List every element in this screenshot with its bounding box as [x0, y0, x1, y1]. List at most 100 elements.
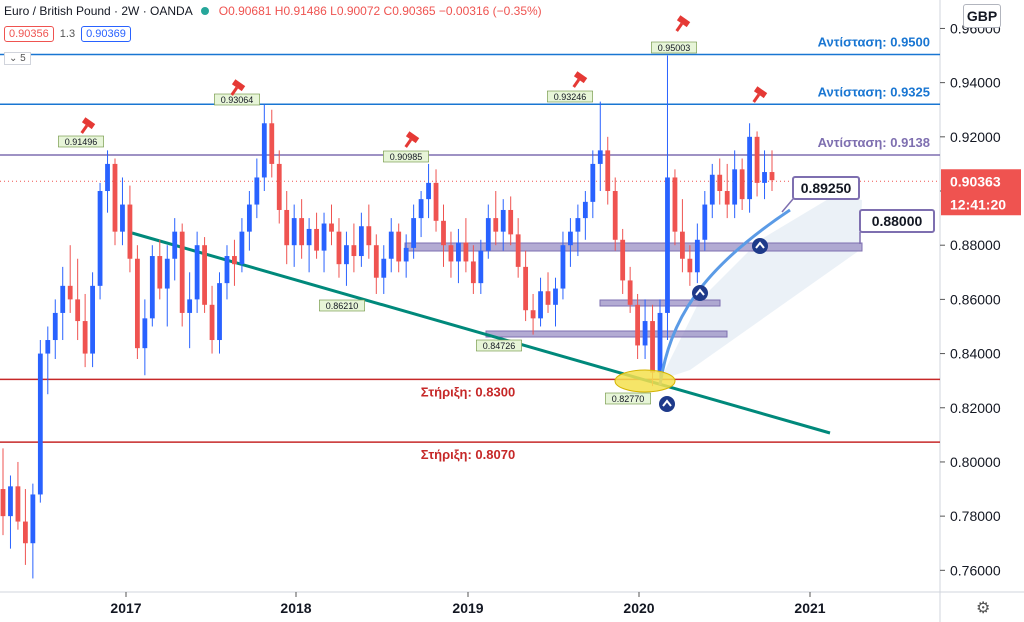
hammer-handle	[572, 78, 581, 88]
low-highlight-oval	[614, 369, 676, 393]
callout-leader	[781, 198, 794, 213]
ohlc-readout: O0.90681 H0.91486 L0.90072 C0.90365 −0.0…	[218, 4, 542, 18]
peak-label: 0.93246	[554, 92, 587, 102]
hammer-head	[753, 86, 768, 99]
trough-label-box	[319, 299, 365, 312]
candle-body	[52, 312, 58, 341]
y-tick-label: 0.76000	[950, 562, 1001, 578]
x-tick-label: 2017	[110, 600, 141, 616]
peak-label-box	[58, 135, 104, 148]
candle-body	[284, 209, 290, 246]
hammer-head	[81, 117, 96, 130]
candle-body	[478, 250, 484, 284]
buy-price-button[interactable]: 0.90369	[81, 26, 131, 42]
candle-body	[67, 285, 73, 300]
hammer-head	[676, 15, 691, 28]
candle-body	[142, 318, 148, 349]
candle-body	[134, 258, 140, 349]
y-tick-label: 0.88000	[950, 237, 1001, 253]
candle-body	[60, 285, 66, 313]
candle-body	[724, 191, 730, 205]
candle-body	[261, 123, 267, 178]
indicators-toggle[interactable]: ⌄ 5	[4, 52, 31, 65]
candle-body	[523, 266, 529, 311]
candle-body	[739, 169, 745, 200]
candle-body	[709, 174, 715, 205]
spread-value: 1.3	[59, 28, 76, 40]
candle-body	[426, 182, 431, 200]
x-tick-label: 2018	[280, 600, 311, 616]
candle-body	[612, 191, 618, 240]
hammer-handle	[230, 86, 239, 96]
chart-header: Euro / British Pound · 2W · OANDA O0.906…	[4, 4, 542, 18]
hammer-head	[405, 131, 420, 144]
candle-body	[381, 258, 387, 278]
support-label: Στήριξη: 0.8070	[421, 447, 515, 462]
candle-body	[105, 163, 110, 192]
candle-body	[224, 256, 230, 284]
candle-body	[747, 136, 753, 200]
up-arrow-icon	[659, 396, 675, 412]
peak-label-box	[651, 41, 697, 54]
callout-box	[792, 176, 860, 200]
candle-body	[351, 245, 357, 257]
resistance-label: Αντίσταση: 0.9500	[818, 34, 930, 49]
candle-body	[672, 177, 678, 232]
trough-label: 0.82770	[612, 394, 645, 404]
candle-body	[650, 321, 655, 373]
x-tick-label: 2021	[794, 600, 825, 616]
x-tick-label: 2020	[623, 600, 654, 616]
peak-label-box	[547, 90, 593, 103]
symbol-title[interactable]: Euro / British Pound · 2W · OANDA	[4, 4, 193, 18]
candle-body	[411, 218, 417, 248]
sell-price-button[interactable]: 0.90356	[4, 26, 54, 42]
candle-body	[433, 182, 439, 221]
candle-body	[575, 218, 581, 232]
trough-label-box	[605, 392, 651, 405]
candle-body	[187, 299, 193, 313]
resistance-label: Αντίσταση: 0.9138	[818, 135, 930, 150]
candle-body	[172, 231, 178, 259]
candle-body	[403, 247, 409, 262]
candle-body	[329, 223, 334, 232]
auction-hammer-icon	[404, 131, 420, 148]
candle-body	[75, 299, 81, 322]
currency-button[interactable]: GBP	[963, 4, 1001, 28]
candle-body	[82, 321, 88, 354]
candle-body	[373, 245, 379, 278]
candle-body	[179, 231, 185, 313]
candle-body	[291, 218, 297, 246]
candle-body	[15, 486, 21, 522]
candle-body	[90, 285, 95, 354]
hammer-handle	[752, 93, 761, 103]
candle-body	[754, 136, 760, 183]
x-tick-label: 2019	[452, 600, 483, 616]
callout-label: 0.88000	[872, 213, 923, 229]
candle-body	[463, 242, 469, 262]
candle-body	[97, 191, 103, 286]
y-tick-label: 0.80000	[950, 454, 1001, 470]
bar-countdown: 12:41:20	[950, 196, 1006, 212]
indicator-count: 5	[20, 53, 26, 64]
candle-body	[246, 204, 252, 232]
peak-label: 0.90985	[390, 152, 423, 162]
candle-body	[299, 218, 305, 246]
candle-body	[344, 245, 349, 265]
candle-body	[269, 123, 275, 164]
candle-body	[157, 256, 163, 289]
candle-body	[553, 288, 558, 305]
up-arrow-icon	[692, 285, 708, 301]
callout-label: 0.89250	[801, 180, 852, 196]
candle-body	[620, 239, 626, 281]
y-tick-label: 0.78000	[950, 508, 1001, 524]
candle-body	[232, 256, 237, 265]
candle-body	[560, 245, 566, 289]
candle-body	[470, 261, 476, 284]
candle-body	[22, 521, 28, 544]
candle-body	[605, 150, 611, 192]
gear-icon[interactable]: ⚙	[976, 600, 991, 617]
candle-body	[45, 340, 51, 354]
support-label: Στήριξη: 0.8300	[421, 384, 515, 399]
